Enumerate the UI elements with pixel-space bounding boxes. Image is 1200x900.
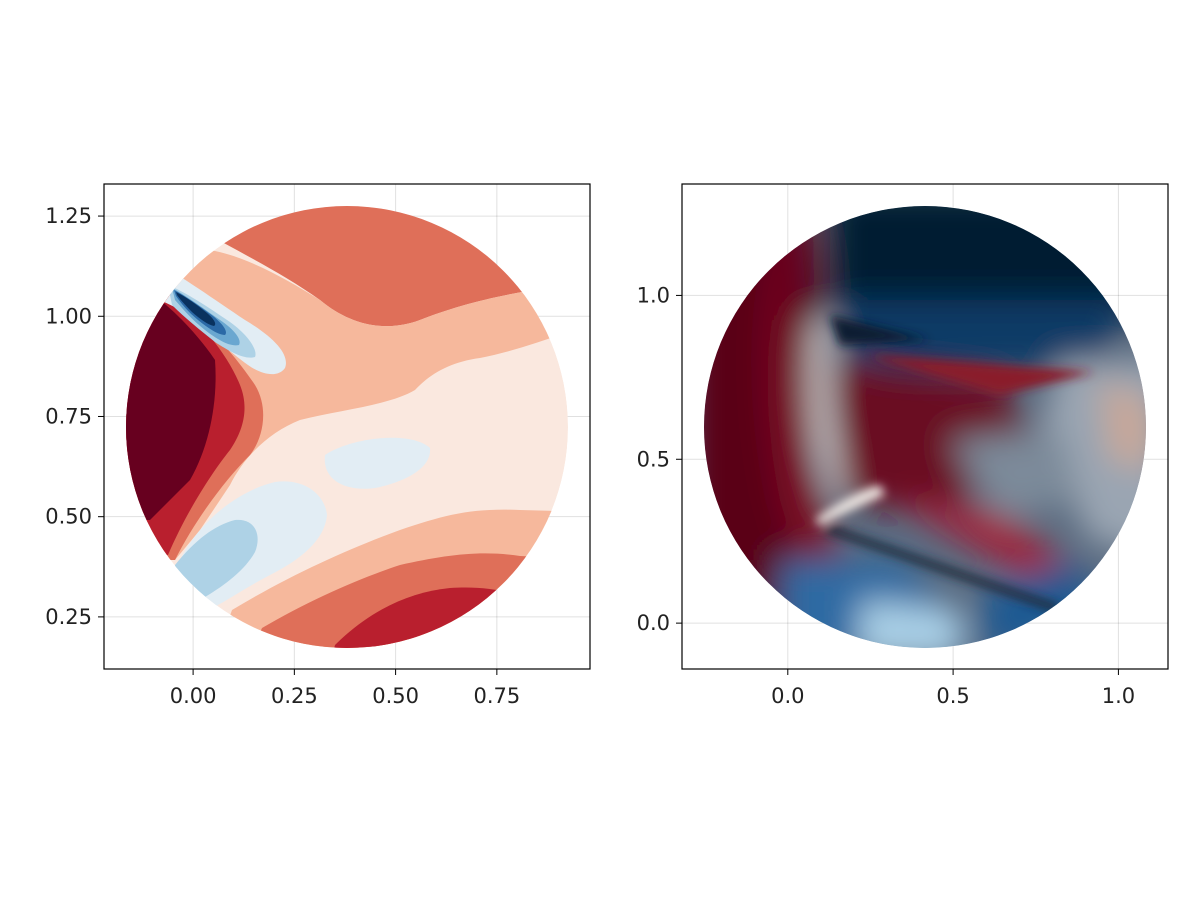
right-y-tick-label: 0.5 (637, 447, 670, 471)
contour-level-salmon-top (126, 206, 568, 327)
right-y-tick-label: 0.0 (637, 611, 670, 635)
left-y-tick-label: 1.00 (45, 304, 92, 328)
left-x-tick-label: 0.25 (271, 684, 318, 708)
contour-level-light-blue-lower (175, 519, 258, 600)
left-y-tick-label: 0.25 (45, 605, 92, 629)
right-x-tick-label: 1.0 (1102, 684, 1135, 708)
left-ticks: 0.00 0.25 0.50 0.75 0.25 0.50 0.75 1.00 1.25 (45, 204, 520, 708)
contour-level-peach-band (150, 250, 568, 560)
left-y-tick-label: 0.50 (45, 505, 92, 529)
surface-dark-wedge (830, 315, 930, 345)
left-y-tick-label: 1.25 (45, 204, 92, 228)
right-surface-disk (704, 206, 1146, 648)
contour-level-navy-upper (176, 292, 216, 326)
surface-red-arc (766, 206, 840, 600)
left-x-tick-label: 0.75 (473, 684, 520, 708)
surface-red-streak (890, 500, 1080, 590)
surface-tan-right (1100, 380, 1146, 470)
left-x-tick-label: 0.50 (372, 684, 419, 708)
right-x-tick-label: 0.5 (936, 684, 969, 708)
surface-dark-blue-top (830, 300, 1130, 370)
left-panel: 0.00 0.25 0.50 0.75 0.25 0.50 0.75 1.00 1.25 (45, 183, 591, 708)
right-x-tick-label: 0.0 (771, 684, 804, 708)
right-ticks: 0.0 0.5 1.0 0.0 0.5 1.0 (637, 283, 1136, 708)
surface-lightblue-bottom (860, 600, 960, 648)
contour-level-pale-blue-lobe (324, 437, 431, 489)
right-panel: 0.0 0.5 1.0 0.0 0.5 1.0 (637, 183, 1169, 708)
right-plot-frame (681, 183, 1169, 670)
right-y-tick-label: 1.0 (637, 283, 670, 307)
surface-greyblue-center (950, 430, 1080, 520)
surface-white-arc (811, 320, 845, 505)
left-plot-frame (103, 183, 591, 670)
surface-dark-streak (825, 525, 1060, 612)
left-x-tick-label: 0.00 (170, 684, 217, 708)
left-y-tick-label: 0.75 (45, 404, 92, 428)
left-contour-disk (126, 206, 568, 648)
surface-red-fold (870, 355, 1095, 395)
surface-sharp-features (815, 315, 1095, 612)
surface-white-sliver (815, 485, 885, 525)
